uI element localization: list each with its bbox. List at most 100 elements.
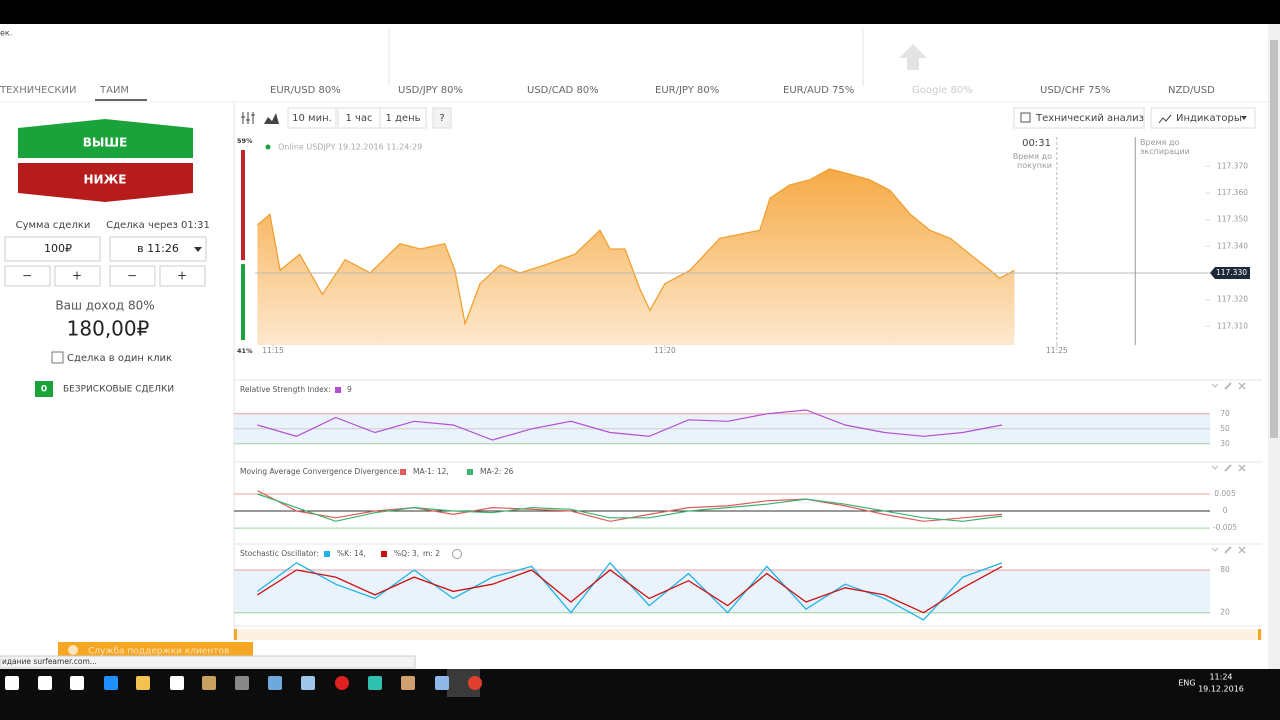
- down-button[interactable]: [18, 163, 193, 202]
- asset-tab[interactable]: USD/CAD 80%: [527, 85, 599, 96]
- amount-value: 100₽: [44, 242, 72, 255]
- app-icon[interactable]: [435, 676, 449, 690]
- analysis-button[interactable]: [1013, 107, 1145, 129]
- income-value: 180,00₽: [67, 317, 150, 341]
- app-icon[interactable]: [170, 676, 184, 690]
- stoch-title: Stochastic Oscillator:: [240, 549, 319, 558]
- edit-icon[interactable]: [1224, 464, 1232, 472]
- analysis-icon: [1020, 112, 1031, 123]
- asset-tab[interactable]: EUR/JPY 80%: [655, 85, 719, 96]
- legend-label: %K: 14,: [337, 549, 366, 558]
- navigator-handle[interactable]: [1258, 629, 1261, 640]
- close-icon[interactable]: [1238, 464, 1246, 472]
- app-icon[interactable]: [38, 676, 52, 690]
- price-area: [257, 169, 1015, 345]
- close-icon[interactable]: [1238, 382, 1246, 390]
- y-tick-label: 117.310: [1217, 321, 1248, 330]
- amount-plus[interactable]: [54, 265, 101, 287]
- app-icon[interactable]: [235, 676, 249, 690]
- time-select[interactable]: [109, 236, 207, 262]
- app-icon[interactable]: [268, 676, 282, 690]
- one-click-checkbox[interactable]: [51, 351, 64, 364]
- period-button[interactable]: [287, 107, 337, 129]
- asset-tab[interactable]: USD/JPY 80%: [398, 85, 463, 96]
- left-tab[interactable]: ТЕХНИЧЕСКИЙ: [0, 83, 77, 96]
- collapse-icon[interactable]: [1211, 383, 1219, 388]
- down-label: НИЖЕ: [84, 173, 127, 187]
- panel-controls: [1211, 382, 1246, 554]
- y-tick-label: 80: [1220, 565, 1230, 574]
- amount-label: Сумма сделки: [16, 220, 91, 231]
- asset-tab[interactable]: EUR/USD 80%: [270, 85, 341, 96]
- up-button[interactable]: [18, 119, 193, 158]
- time-plus[interactable]: [159, 265, 206, 287]
- up-arrow-icon[interactable]: [899, 44, 927, 70]
- rsi-period: 9: [347, 385, 352, 394]
- timer: 00:31: [1022, 138, 1051, 149]
- app-icon[interactable]: [301, 676, 315, 690]
- riskfree-label[interactable]: БЕЗРИСКОВЫЕ СДЕЛКИ: [63, 385, 174, 395]
- period-button[interactable]: [432, 107, 452, 129]
- collapse-icon[interactable]: [1211, 547, 1219, 552]
- lang[interactable]: ENG: [1178, 679, 1195, 688]
- minus-label: −: [22, 269, 32, 283]
- legend-label: %Q: 3,: [394, 549, 419, 558]
- y-tick-label: 117.340: [1217, 241, 1248, 250]
- current-price-box: [1210, 267, 1250, 279]
- rsi-legend-swatch: [335, 387, 341, 393]
- y-tick-label: 70: [1220, 409, 1230, 418]
- scroll-thumb[interactable]: [1270, 40, 1278, 438]
- legend-swatch: [381, 551, 387, 557]
- corner-text: ек.: [0, 29, 12, 38]
- caret: [194, 247, 202, 252]
- app-icon[interactable]: [202, 676, 216, 690]
- amount-input[interactable]: [4, 236, 101, 262]
- y-tick-label: 0.005: [1214, 489, 1236, 498]
- time-label: Сделка через 01:31: [106, 220, 210, 231]
- clock-time[interactable]: 11:24: [1209, 673, 1232, 682]
- rsi-line: [257, 409, 1003, 441]
- up-label: ВЫШЕ: [83, 136, 128, 150]
- indicators-button[interactable]: [1150, 107, 1256, 129]
- left-tab[interactable]: ТАЙМ: [99, 83, 129, 96]
- app-icon[interactable]: [401, 676, 415, 690]
- help-icon[interactable]: [452, 549, 462, 559]
- app-icon[interactable]: [468, 676, 482, 690]
- indicators-label: Индикаторы: [1176, 113, 1242, 124]
- time-minus[interactable]: [109, 265, 156, 287]
- x-tick-label: 11:20: [654, 346, 676, 355]
- y-tick-label: 117.320: [1217, 295, 1248, 304]
- chart-title: Online USDJPY 19.12.2016 11:24:29: [278, 143, 422, 152]
- y-tick-label: 117.370: [1217, 161, 1248, 170]
- asset-tab[interactable]: USD/CHF 75%: [1040, 85, 1110, 96]
- asset-tab[interactable]: NZD/USD: [1168, 85, 1215, 96]
- legend-swatch: [324, 551, 330, 557]
- y-tick-label: 50: [1220, 424, 1230, 433]
- amount-minus[interactable]: [4, 265, 51, 287]
- edit-icon[interactable]: [1224, 382, 1232, 390]
- plus-label: +: [177, 269, 187, 283]
- collapse-icon[interactable]: [1211, 465, 1219, 470]
- period-button[interactable]: [379, 107, 427, 129]
- close-icon[interactable]: [1238, 546, 1246, 554]
- app-icon[interactable]: [368, 676, 382, 690]
- asset-tab[interactable]: EUR/AUD 75%: [783, 85, 854, 96]
- navigator-handle[interactable]: [234, 629, 237, 640]
- sentiment-label: 41%: [237, 347, 253, 355]
- app-icon[interactable]: [5, 676, 19, 690]
- app-icon[interactable]: [70, 676, 84, 690]
- asset-tab[interactable]: Google 80%: [912, 85, 973, 96]
- support-label: Служба поддержки клиентов: [88, 647, 229, 657]
- app-icon[interactable]: [335, 676, 349, 690]
- navigator[interactable]: [234, 629, 1262, 640]
- chart-type-icons[interactable]: [241, 112, 279, 124]
- minus-label: −: [127, 269, 137, 283]
- legend-swatch: [467, 469, 473, 475]
- y-tick-label: 117.360: [1217, 188, 1248, 197]
- app-icon[interactable]: [136, 676, 150, 690]
- app-icon[interactable]: [104, 676, 118, 690]
- edit-icon[interactable]: [1224, 546, 1232, 554]
- support-bar[interactable]: [58, 642, 253, 658]
- clock-date[interactable]: 19.12.2016: [1198, 685, 1244, 694]
- expiry-label: Время до экспирации: [1140, 138, 1190, 156]
